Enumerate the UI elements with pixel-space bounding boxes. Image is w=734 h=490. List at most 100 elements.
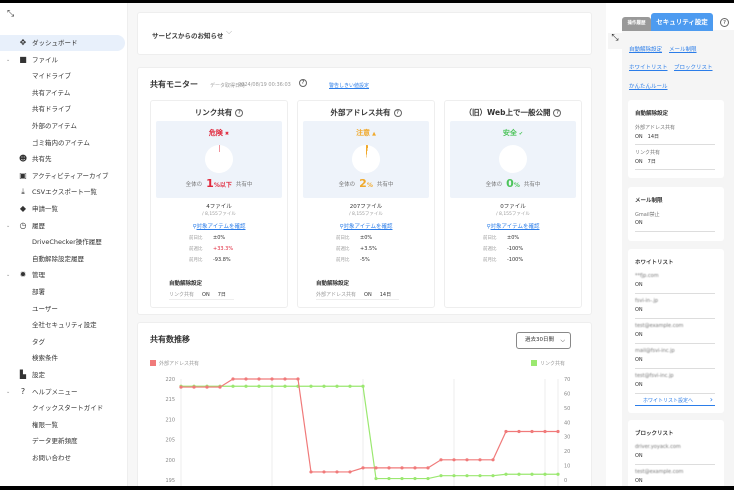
data-point[interactable] [452, 474, 456, 478]
chevron-down-icon[interactable]: ⌄ [6, 272, 11, 279]
data-point[interactable] [179, 385, 183, 389]
data-point[interactable] [439, 458, 443, 462]
data-point[interactable] [491, 458, 495, 462]
data-point[interactable] [556, 472, 560, 476]
data-point[interactable] [309, 470, 313, 474]
chevron-down-icon[interactable]: ⌄ [6, 222, 11, 229]
link-auto-release[interactable]: 自動解除設定 [629, 47, 663, 53]
link-blocklist[interactable]: ブロックリスト [674, 65, 713, 71]
sidebar-item[interactable]: タグ [0, 334, 125, 350]
data-point[interactable] [530, 472, 534, 476]
sidebar-item[interactable]: ◆ 申請一覧 [0, 201, 125, 217]
data-point[interactable] [270, 384, 274, 388]
help-icon[interactable]: ? [299, 79, 307, 87]
data-point[interactable] [335, 384, 339, 388]
data-point[interactable] [231, 377, 235, 381]
help-icon[interactable]: ? [553, 109, 562, 117]
chevron-down-icon[interactable]: ⌵ [226, 27, 233, 36]
data-point[interactable] [491, 474, 495, 478]
data-point[interactable] [426, 476, 430, 481]
data-point[interactable] [452, 458, 456, 462]
data-point[interactable] [231, 384, 235, 388]
chevron-down-icon[interactable]: ⌄ [6, 388, 11, 395]
data-point[interactable] [387, 466, 391, 470]
data-point[interactable] [244, 384, 248, 388]
chevron-down-icon[interactable]: ⌄ [6, 56, 11, 63]
data-point[interactable] [257, 384, 261, 388]
tab-history[interactable]: 操作履歴 [622, 17, 651, 31]
check-items-link[interactable]: ⚲ 対象アイテムを確認 [298, 222, 434, 230]
data-point[interactable] [348, 384, 352, 388]
data-point[interactable] [270, 377, 274, 381]
sidebar-item[interactable]: ゴミ箱内のアイテム [0, 135, 125, 151]
sidebar-item[interactable]: DriveChecker操作履歴 [0, 234, 125, 250]
sidebar-item[interactable]: 共有ドライブ [0, 101, 125, 117]
data-point[interactable] [387, 476, 391, 481]
data-point[interactable] [257, 377, 261, 381]
sidebar-item[interactable]: クイックスタートガイド [0, 400, 125, 416]
data-point[interactable] [348, 470, 352, 474]
data-point[interactable] [205, 385, 209, 389]
sidebar-item[interactable]: マイドライブ [0, 68, 125, 84]
data-point[interactable] [413, 466, 417, 470]
data-point[interactable] [504, 472, 508, 476]
collapse-sidebar-icon[interactable]: ⤡ [7, 9, 15, 19]
sidebar-item[interactable]: 共有アイテム [0, 85, 125, 101]
sidebar-item[interactable]: 外部のアイテム [0, 118, 125, 134]
data-point[interactable] [413, 476, 417, 481]
sidebar-item[interactable]: ▣ アクティビティアーカイブ [0, 168, 125, 184]
data-point[interactable] [400, 476, 404, 481]
data-point[interactable] [309, 384, 313, 388]
data-point[interactable] [361, 466, 365, 470]
data-point[interactable] [283, 384, 287, 388]
data-point[interactable] [439, 474, 443, 478]
range-dropdown[interactable]: 過去30日間 ⌵ [516, 332, 571, 349]
sidebar-item[interactable]: ▙ 設定 [0, 367, 125, 383]
data-point[interactable] [517, 472, 521, 476]
data-point[interactable] [296, 377, 300, 381]
data-point[interactable] [530, 429, 534, 434]
data-point[interactable] [218, 385, 222, 389]
data-point[interactable] [556, 429, 560, 434]
sidebar-item[interactable]: ☻ 共有先 [0, 151, 125, 167]
data-point[interactable] [517, 429, 521, 434]
sidebar-item[interactable]: ⌄ ◷ 履歴 [0, 218, 125, 234]
data-point[interactable] [374, 476, 378, 481]
help-icon[interactable]: ? [393, 109, 402, 117]
link-mail-limit[interactable]: メール制限 [669, 47, 697, 53]
whitelist-settings-link[interactable]: ホワイトリスト設定へ › [635, 395, 715, 406]
sidebar-item[interactable]: ✥ ダッシュボード [0, 35, 125, 51]
data-point[interactable] [322, 384, 326, 388]
data-point[interactable] [322, 470, 326, 474]
notice-panel[interactable]: サービスからのお知らせ ⌵ [137, 12, 592, 55]
sidebar-item[interactable]: ⤓ CSVエクスポート一覧 [0, 184, 125, 200]
help-icon[interactable]: ? [720, 18, 729, 27]
data-point[interactable] [543, 472, 547, 476]
data-point[interactable] [465, 458, 469, 462]
sidebar-item[interactable]: ⌄ ■ ファイル [0, 52, 125, 68]
sidebar-item[interactable]: ⌄? ヘルプメニュー [0, 384, 125, 400]
sidebar-item[interactable]: ユーザー [0, 301, 125, 317]
tab-security[interactable]: セキュリティ設定 [651, 13, 713, 31]
data-point[interactable] [400, 466, 404, 470]
help-icon[interactable]: ? [235, 109, 244, 117]
data-point[interactable] [192, 385, 196, 389]
data-point[interactable] [465, 474, 469, 478]
check-items-link[interactable]: ⚲ 対象アイテムを確認 [151, 222, 287, 230]
data-point[interactable] [283, 377, 287, 381]
sidebar-item[interactable]: 全社セキュリティ設定 [0, 317, 125, 333]
link-whitelist[interactable]: ホワイトリスト [629, 65, 668, 71]
threshold-link[interactable]: 警告しきい値設定 [329, 83, 370, 89]
data-point[interactable] [361, 384, 365, 388]
data-point[interactable] [504, 429, 508, 434]
data-point[interactable] [374, 466, 378, 470]
check-items-link[interactable]: ⚲ 対象アイテムを確認 [445, 222, 581, 230]
sidebar-item[interactable]: 権限一覧 [0, 417, 125, 433]
sidebar-item[interactable]: 自動解除設定履歴 [0, 251, 125, 267]
data-point[interactable] [478, 474, 482, 478]
data-point[interactable] [478, 458, 482, 462]
data-point[interactable] [426, 466, 430, 470]
sidebar-item[interactable]: ⌄ ✹ 管理 [0, 267, 125, 283]
sidebar-item[interactable]: データ更新頻度 [0, 433, 125, 449]
data-point[interactable] [335, 470, 339, 474]
